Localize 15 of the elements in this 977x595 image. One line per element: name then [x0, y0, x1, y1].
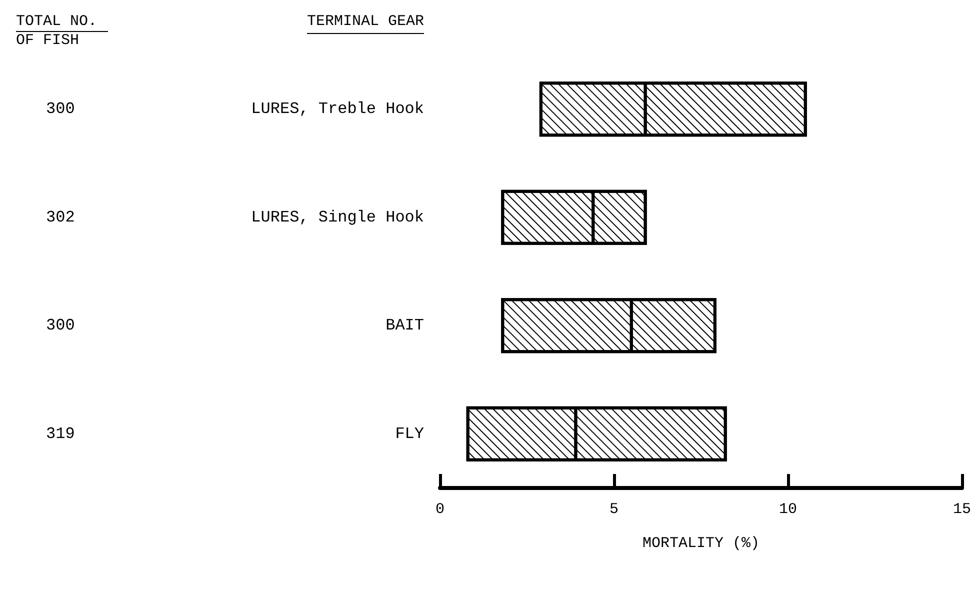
y-tick-label: LURES, Treble Hook — [251, 100, 424, 118]
text: 302 — [46, 208, 75, 226]
text: 300 — [46, 100, 75, 118]
y-axis-title: TERMINAL GEAR — [306, 13, 424, 30]
x-axis-title: MORTALITY (%) — [642, 535, 760, 552]
text: TOTAL NO. OF FISH — [16, 13, 106, 49]
y-tick-label: LURES, Single Hook — [251, 208, 424, 226]
x-tick-label: 10 — [778, 501, 798, 518]
text: 319 — [46, 424, 75, 443]
y-tick-label: BAIT — [386, 316, 424, 335]
x-tick-label: 5 — [609, 501, 619, 518]
text: 300 — [46, 316, 75, 335]
y-tick-label: FLY — [395, 424, 424, 443]
x-tick-label: 15 — [952, 501, 972, 518]
x-tick-label: 0 — [435, 501, 445, 518]
